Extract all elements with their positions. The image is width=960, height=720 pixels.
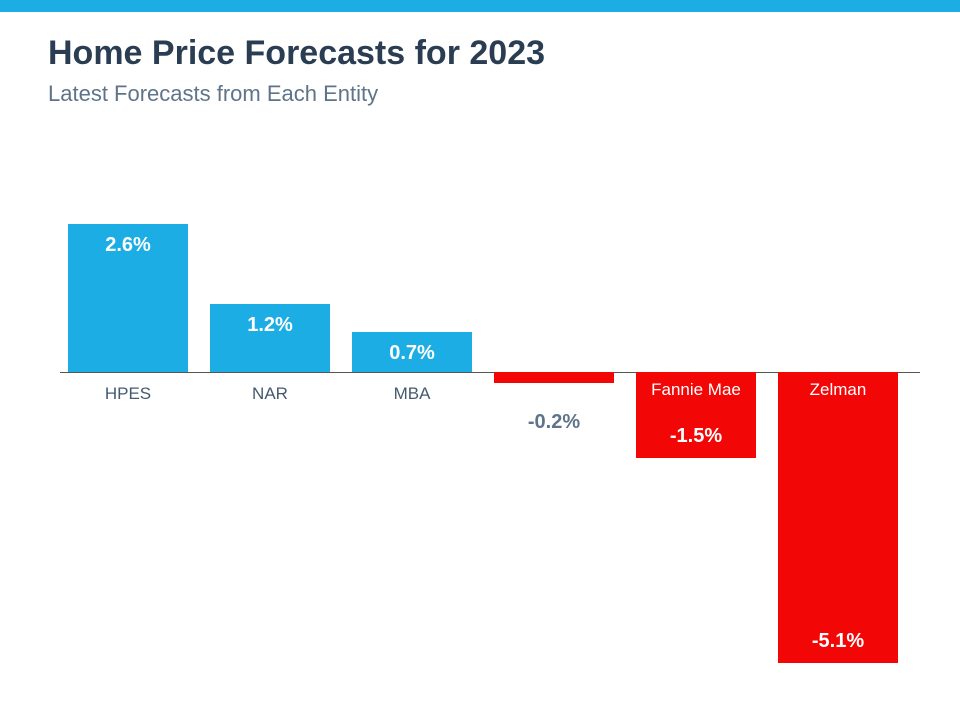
bar-value-label: 2.6% [68,234,188,257]
chart-title: Home Price Forecasts for 2023 [48,34,545,73]
category-label: MBA [352,384,472,404]
bar: -5.1% [778,372,898,663]
bar-value-label: -0.2% [494,411,614,434]
title-block: Home Price Forecasts for 2023 Latest For… [48,34,545,107]
category-label: Zelman [778,380,898,400]
bar: 0.7% [352,332,472,372]
top-accent-bar [0,0,960,12]
bar-value-label: -5.1% [778,630,898,653]
bar-value-label: 1.2% [210,314,330,337]
category-label: Fannie Mae [636,380,756,400]
chart-subtitle: Latest Forecasts from Each Entity [48,81,545,107]
bar-value-label: -1.5% [636,425,756,448]
bar-chart: 2.6% HPES 1.2% NAR 0.7% MBA Freddie Mac -0.2% -1… [60,220,920,700]
page: Home Price Forecasts for 2023 Latest For… [0,0,960,720]
bar: 2.6% [68,224,188,372]
bar-value-label: 0.7% [352,342,472,365]
bar: 1.2% [210,304,330,372]
category-label: HPES [68,384,188,404]
category-label: NAR [210,384,330,404]
category-label: Freddie Mac [494,380,614,400]
